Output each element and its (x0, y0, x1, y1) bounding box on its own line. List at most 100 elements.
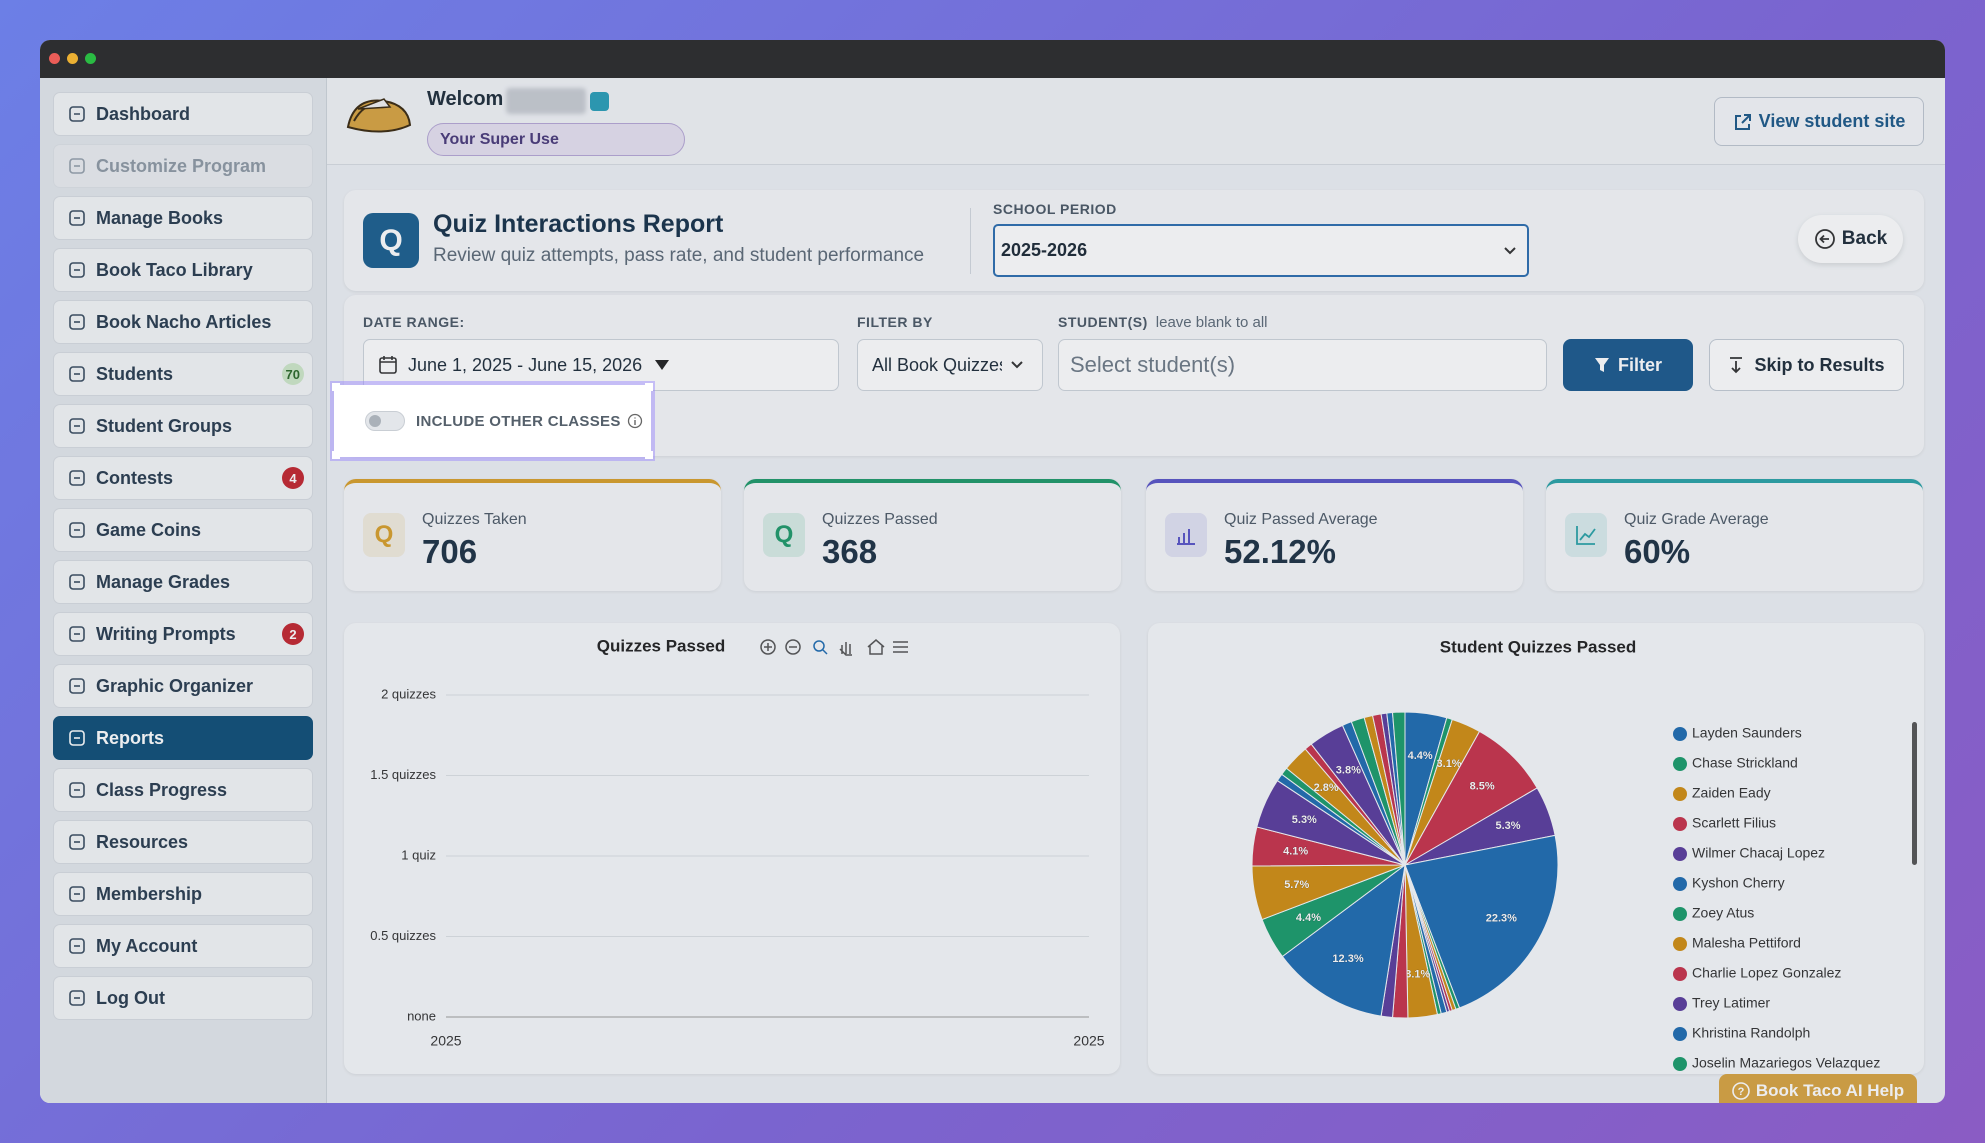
legend-scrollbar[interactable] (1912, 722, 1917, 865)
skip-icon (1730, 357, 1743, 374)
nav-icon (69, 782, 85, 798)
nav-item[interactable]: Book Taco Library (53, 248, 313, 292)
stat-card: Q Quizzes Passed 368 (744, 479, 1121, 591)
report-icon: Q (363, 213, 419, 268)
nav-item[interactable]: Game Coins (53, 508, 313, 552)
role-pill: Your Super Use (427, 123, 685, 156)
skip-label: Skip to Results (1754, 354, 1885, 375)
nav-icon (69, 210, 85, 226)
slice-label: 22.3% (1486, 912, 1517, 924)
nav-item[interactable]: Manage Books (53, 196, 313, 240)
back-icon (1814, 229, 1835, 249)
nav-icon (69, 366, 85, 382)
slice-label: 5.7% (1284, 879, 1309, 891)
nav-item[interactable]: Contests 4 (53, 456, 313, 500)
y-tick-label: 2 quizzes (381, 686, 436, 701)
nav-badge: 70 (281, 363, 304, 385)
skip-button[interactable]: Skip to Results (1709, 339, 1904, 391)
include-toggle[interactable] (365, 411, 405, 431)
students-caption: STUDENT(S) leave blank to all (1058, 314, 1268, 331)
pie-chart-card: Student Quizzes Passed 4.4% 3.1% 8.5% 5.3% 2… (1148, 623, 1924, 1074)
legend-swatch (1673, 997, 1687, 1011)
nav-item[interactable]: Students 70 (53, 352, 313, 396)
y-tick-label: 1 quiz (401, 847, 436, 862)
nav-item[interactable]: Resources (53, 820, 313, 864)
slice-label: 2.8% (1314, 782, 1339, 794)
filter-select[interactable]: All Book Quizzes (857, 339, 1043, 391)
divider (970, 208, 971, 274)
blurred-name (506, 88, 586, 114)
report-title: Quiz Interactions Report (433, 210, 724, 238)
nav-item[interactable]: Customize Program (53, 144, 313, 188)
close-dot[interactable] (49, 53, 60, 64)
stat-card: Quiz Passed Average 52.12% (1146, 479, 1523, 591)
stat-label: Quiz Grade Average (1624, 511, 1769, 528)
stat-icon: Q (363, 513, 405, 557)
pie-chart: Student Quizzes Passed 4.4% 3.1% 8.5% 5.3% 2… (1251, 637, 1917, 1071)
legend-swatch (1673, 1027, 1687, 1041)
legend-swatch (1673, 1057, 1687, 1071)
period-select[interactable]: 2025-2026 (993, 224, 1529, 277)
legend-swatch (1673, 727, 1687, 741)
nav-icon (69, 678, 85, 694)
stat-icon (1165, 513, 1207, 557)
nav-item[interactable]: Dashboard (53, 92, 313, 136)
stat-value: 52.12% (1224, 533, 1336, 570)
help-button[interactable]: ? Book Taco AI Help (1719, 1074, 1917, 1103)
nav-label: Students (96, 363, 174, 384)
nav-label: Writing Prompts (96, 623, 236, 644)
nav-item[interactable]: Log Out (53, 976, 313, 1020)
nav-item[interactable]: Student Groups (53, 404, 313, 448)
funnel-icon (1594, 358, 1609, 372)
nav-icon (69, 522, 85, 538)
nav-label: Dashboard (96, 103, 191, 124)
students-input[interactable]: Select student(s) (1058, 339, 1547, 391)
nav-item[interactable]: Reports (53, 716, 313, 760)
legend-swatch (1673, 817, 1687, 831)
chart-toolbar (760, 639, 908, 656)
stat-icon: Q (763, 513, 805, 557)
legend-swatch (1673, 787, 1687, 801)
back-button[interactable]: Back (1798, 215, 1903, 263)
handle (645, 451, 653, 459)
back-label: Back (1841, 228, 1888, 249)
legend-label: Joselin Mazariegos Velazquez (1692, 1055, 1880, 1071)
help-label: Book Taco AI Help (1755, 1081, 1905, 1100)
legend-swatch (1673, 877, 1687, 891)
x-tick-label: 2025 (430, 1033, 461, 1049)
nav-label: Game Coins (96, 519, 202, 540)
view-site-button[interactable]: View student site (1714, 97, 1924, 146)
slice-label: 5.3% (1496, 820, 1521, 832)
max-dot[interactable] (85, 53, 96, 64)
nav-item[interactable]: Writing Prompts 2 (53, 612, 313, 656)
stat-glyph (1177, 529, 1195, 545)
nav-item[interactable]: My Account (53, 924, 313, 968)
nav-item[interactable]: Manage Grades (53, 560, 313, 604)
nav-label: Graphic Organizer (96, 675, 254, 696)
chart-title: Student Quizzes Passed (1440, 637, 1637, 656)
min-dot[interactable] (67, 53, 78, 64)
date-value: June 1, 2025 - June 15, 2026 (408, 354, 643, 375)
nav-item[interactable]: Membership (53, 872, 313, 916)
slice-label: 12.3% (1332, 953, 1363, 965)
logo (346, 98, 412, 133)
app-window: Welcom Your Super Use View student site … (40, 40, 1945, 1103)
stat-label: Quiz Passed Average (1224, 511, 1378, 528)
date-input[interactable]: June 1, 2025 - June 15, 2026 (363, 339, 839, 391)
nav-label: Book Taco Library (96, 259, 253, 280)
legend-swatch (1673, 907, 1687, 921)
nav-item[interactable]: Book Nacho Articles (53, 300, 313, 344)
pie-slice (1391, 711, 1406, 866)
nav-label: Manage Grades (96, 571, 231, 592)
date-caret (655, 360, 670, 370)
legend-label: Chase Strickland (1692, 755, 1798, 771)
students-label: STUDENT(S) (1058, 314, 1148, 330)
filter-button[interactable]: Filter (1563, 339, 1693, 391)
nav-item[interactable]: Graphic Organizer (53, 664, 313, 708)
nav-item[interactable]: Class Progress (53, 768, 313, 812)
svg-text:?: ? (1737, 1086, 1744, 1098)
user-icon (590, 92, 609, 111)
external-icon (1734, 113, 1751, 130)
period-value: 2025-2026 (1001, 240, 1088, 260)
